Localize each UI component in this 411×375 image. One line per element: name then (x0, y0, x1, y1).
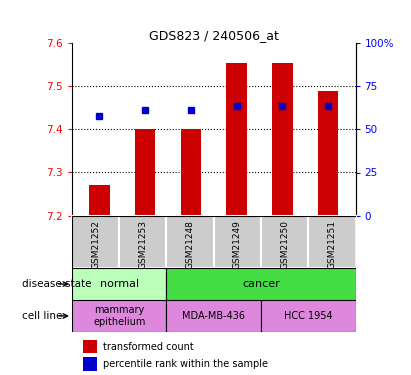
Text: transformed count: transformed count (103, 342, 193, 352)
Bar (119, 216, 166, 268)
Bar (83, 340, 97, 353)
Bar (261, 216, 308, 268)
Bar (214, 216, 261, 268)
Text: disease state: disease state (21, 279, 91, 289)
Bar (272, 63, 293, 216)
Bar (318, 90, 338, 216)
Bar (261, 300, 356, 332)
Text: GSM21252: GSM21252 (91, 220, 100, 269)
Bar (166, 216, 214, 268)
Bar (83, 357, 97, 371)
Bar (166, 300, 261, 332)
Text: percentile rank within the sample: percentile rank within the sample (103, 359, 268, 369)
Text: MDA-MB-436: MDA-MB-436 (182, 311, 245, 321)
Bar (180, 129, 201, 216)
Text: GSM21250: GSM21250 (280, 220, 289, 269)
Text: GSM21251: GSM21251 (328, 220, 336, 269)
Bar (226, 63, 247, 216)
Bar (308, 216, 356, 268)
Bar (135, 129, 155, 216)
Bar (72, 216, 119, 268)
Text: normal: normal (99, 279, 139, 289)
Bar (72, 268, 166, 300)
Text: mammary
epithelium: mammary epithelium (93, 305, 145, 327)
Text: cancer: cancer (242, 279, 280, 289)
Bar (166, 268, 356, 300)
Bar (89, 185, 110, 216)
Text: cell line: cell line (21, 311, 62, 321)
Title: GDS823 / 240506_at: GDS823 / 240506_at (149, 29, 279, 42)
Text: GSM21248: GSM21248 (186, 220, 194, 269)
Text: GSM21253: GSM21253 (139, 220, 147, 269)
Bar (72, 300, 166, 332)
Text: HCC 1954: HCC 1954 (284, 311, 332, 321)
Text: GSM21249: GSM21249 (233, 220, 242, 269)
